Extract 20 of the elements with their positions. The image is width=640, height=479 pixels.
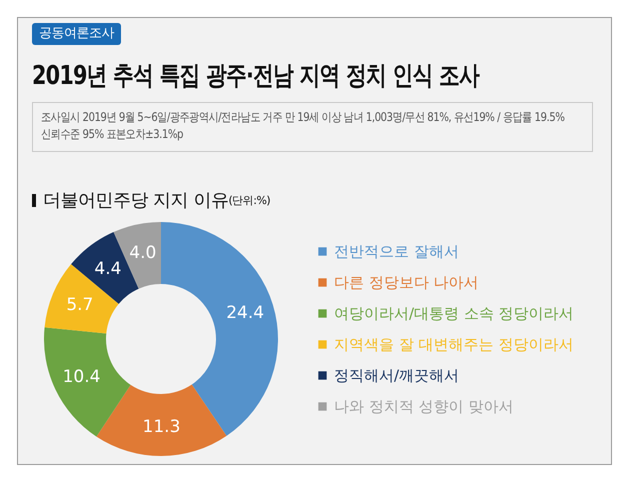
donut-slice [96,384,227,456]
text: 조사일시 2019년 9월 5~6일/광주광역시/전라남도 거주 만 19세 이상 남녀 1,003명/무선 81%, 유선19% / 응답률 19.5% [41,109,564,126]
legend-label: 정직해서/깨끗해서 [334,366,460,384]
data-label: 4.4 [94,258,122,279]
data-label: 10.4 [62,366,100,387]
donut-slice [44,327,131,437]
text: 신뢰수준 95% 표본오차±3.1%p [41,126,184,143]
legend-label: 여당이라서/대통령 소속 정당이라서 [334,304,574,322]
legend-label: 나와 정치적 성향이 맞아서 [334,398,514,416]
data-label: 5.7 [66,295,94,316]
legend-label: 전반적으로 잘해서 [334,242,459,260]
chart-title: 2019년 추석 특집 광주·전남 지역 정치 인식 조사 [32,60,479,93]
data-label: 24.4 [226,303,264,324]
text: (단위:%) [228,192,270,208]
text: 공동여론조사 [32,23,121,45]
chart-subtitle: 더불어민주당 지지 이유 [43,189,228,212]
legend-label: 다른 정당보다 나아서 [334,274,479,292]
data-label: 4.0 [129,242,156,263]
data-label: 11.3 [142,417,180,437]
legend-label: 지역색을 잘 대변해주는 정당이라서 [334,336,574,354]
